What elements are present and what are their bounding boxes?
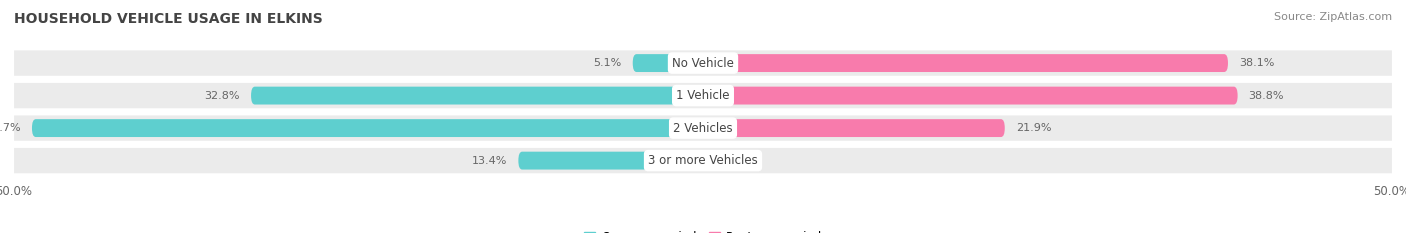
Text: 48.7%: 48.7% — [0, 123, 21, 133]
Text: 3 or more Vehicles: 3 or more Vehicles — [648, 154, 758, 167]
Text: No Vehicle: No Vehicle — [672, 57, 734, 70]
Text: 21.9%: 21.9% — [1015, 123, 1052, 133]
FancyBboxPatch shape — [703, 54, 1227, 72]
FancyBboxPatch shape — [703, 119, 1005, 137]
FancyBboxPatch shape — [14, 50, 1392, 76]
Text: 38.1%: 38.1% — [1239, 58, 1274, 68]
Text: 1.2%: 1.2% — [731, 156, 759, 166]
Text: Source: ZipAtlas.com: Source: ZipAtlas.com — [1274, 12, 1392, 22]
Text: 5.1%: 5.1% — [593, 58, 621, 68]
FancyBboxPatch shape — [252, 87, 703, 105]
Text: HOUSEHOLD VEHICLE USAGE IN ELKINS: HOUSEHOLD VEHICLE USAGE IN ELKINS — [14, 12, 323, 26]
Text: 38.8%: 38.8% — [1249, 91, 1284, 101]
FancyBboxPatch shape — [14, 148, 1392, 173]
FancyBboxPatch shape — [14, 83, 1392, 108]
FancyBboxPatch shape — [14, 115, 1392, 141]
FancyBboxPatch shape — [32, 119, 703, 137]
Text: 2 Vehicles: 2 Vehicles — [673, 122, 733, 135]
Text: 13.4%: 13.4% — [472, 156, 508, 166]
Text: 1 Vehicle: 1 Vehicle — [676, 89, 730, 102]
FancyBboxPatch shape — [519, 152, 703, 170]
Legend: Owner-occupied, Renter-occupied: Owner-occupied, Renter-occupied — [579, 226, 827, 233]
Text: 32.8%: 32.8% — [204, 91, 240, 101]
FancyBboxPatch shape — [633, 54, 703, 72]
FancyBboxPatch shape — [703, 152, 720, 170]
FancyBboxPatch shape — [703, 87, 1237, 105]
